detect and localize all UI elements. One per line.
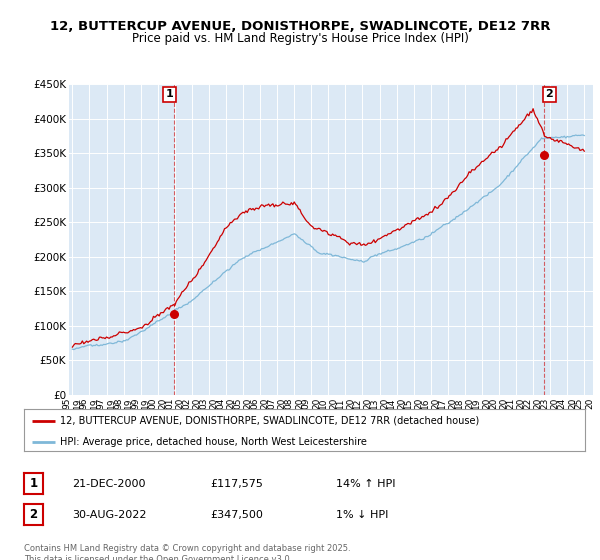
Text: Contains HM Land Registry data © Crown copyright and database right 2025.
This d: Contains HM Land Registry data © Crown c…: [24, 544, 350, 560]
Text: 12, BUTTERCUP AVENUE, DONISTHORPE, SWADLINCOTE, DE12 7RR: 12, BUTTERCUP AVENUE, DONISTHORPE, SWADL…: [50, 20, 550, 32]
Text: 21-DEC-2000: 21-DEC-2000: [72, 479, 146, 489]
Text: 1% ↓ HPI: 1% ↓ HPI: [336, 510, 388, 520]
Text: 2: 2: [545, 90, 553, 99]
Text: HPI: Average price, detached house, North West Leicestershire: HPI: Average price, detached house, Nort…: [61, 437, 367, 446]
Text: 30-AUG-2022: 30-AUG-2022: [72, 510, 146, 520]
Text: 12, BUTTERCUP AVENUE, DONISTHORPE, SWADLINCOTE, DE12 7RR (detached house): 12, BUTTERCUP AVENUE, DONISTHORPE, SWADL…: [61, 416, 480, 426]
Text: £117,575: £117,575: [210, 479, 263, 489]
Text: 14% ↑ HPI: 14% ↑ HPI: [336, 479, 395, 489]
Text: Price paid vs. HM Land Registry's House Price Index (HPI): Price paid vs. HM Land Registry's House …: [131, 32, 469, 45]
Text: £347,500: £347,500: [210, 510, 263, 520]
Text: 2: 2: [29, 508, 38, 521]
Text: 1: 1: [29, 477, 38, 491]
Text: 1: 1: [165, 90, 173, 99]
